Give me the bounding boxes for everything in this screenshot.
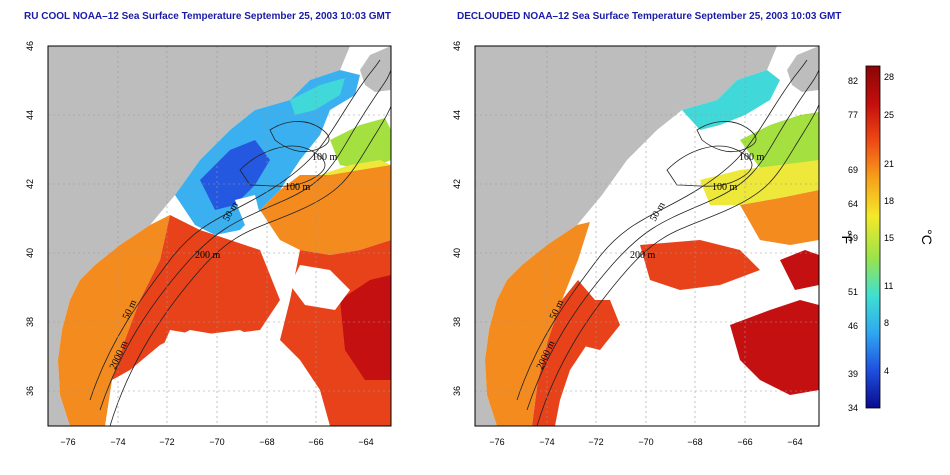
depth-label: 100 m xyxy=(712,182,738,193)
fahrenheit-tick: 64 xyxy=(848,199,858,209)
x-tick-label: −64 xyxy=(358,437,373,447)
y-axis-right: 46 44 42 40 38 36 xyxy=(452,41,462,396)
sst-map-right: 100 m 100 m 50 m 200 m 50 m 2000 m −76 −… xyxy=(452,41,820,447)
x-tick-label: −70 xyxy=(638,437,653,447)
x-axis-left: −76 −74 −72 −70 −68 −66 −64 xyxy=(60,437,373,447)
x-tick-label: −66 xyxy=(737,437,752,447)
celsius-tick: 25 xyxy=(884,110,894,120)
fahrenheit-tick: 77 xyxy=(848,110,858,120)
x-tick-label: −72 xyxy=(588,437,603,447)
isobath-lines xyxy=(89,59,391,426)
sst-orange-slope xyxy=(740,190,819,245)
sst-blue-patch xyxy=(200,140,270,210)
fahrenheit-tick: 51 xyxy=(848,287,858,297)
depth-label: 200 m xyxy=(195,250,221,261)
fahrenheit-tick: 39 xyxy=(848,369,858,379)
x-tick-label: −76 xyxy=(60,437,75,447)
x-tick-label: −74 xyxy=(539,437,554,447)
celsius-tick: 4 xyxy=(884,366,889,376)
land-mass xyxy=(475,46,777,426)
x-tick-label: −66 xyxy=(308,437,323,447)
celsius-tick: 18 xyxy=(884,196,894,206)
x-tick-label: −72 xyxy=(159,437,174,447)
sst-orange-slope xyxy=(260,165,391,255)
depth-label: 100 m xyxy=(739,152,765,163)
x-axis-right: −76 −74 −72 −70 −68 −66 −64 xyxy=(489,437,802,447)
y-axis-left: 46 44 42 40 38 36 xyxy=(25,41,35,396)
land-mass xyxy=(48,46,350,426)
sst-hot-core xyxy=(340,275,391,380)
land-nova-scotia xyxy=(787,46,819,92)
sst-red-shelf xyxy=(112,215,280,380)
cloud-patch-north xyxy=(235,195,260,225)
fahrenheit-tick: 69 xyxy=(848,165,858,175)
x-tick-label: −64 xyxy=(787,437,802,447)
fahrenheit-tick: 82 xyxy=(848,76,858,86)
y-tick-label: 40 xyxy=(25,248,35,258)
x-tick-label: −76 xyxy=(489,437,504,447)
y-tick-label: 36 xyxy=(25,386,35,396)
depth-label: 100 m xyxy=(312,152,338,163)
map-frame-right xyxy=(474,45,820,427)
sst-hot-patch-east xyxy=(730,300,819,395)
colorbar-unit-f: °F xyxy=(839,230,855,244)
colorbar-celsius-ticks: 28 25 21 18 15 11 8 4 xyxy=(884,72,894,376)
fahrenheit-tick: 59 xyxy=(848,233,858,243)
y-tick-label: 38 xyxy=(452,317,462,327)
map-title-left: RU COOL NOAA–12 Sea Surface Temperature … xyxy=(24,11,391,22)
map-title-right: DECLOUDED NOAA–12 Sea Surface Temperatur… xyxy=(457,11,842,22)
y-tick-label: 38 xyxy=(25,317,35,327)
colorbar-unit-c: °C xyxy=(919,229,935,245)
isobath-lines xyxy=(516,59,819,426)
y-tick-label: 40 xyxy=(452,248,462,258)
x-tick-label: −68 xyxy=(687,437,702,447)
y-tick-label: 46 xyxy=(25,41,35,51)
x-tick-label: −70 xyxy=(209,437,224,447)
colorbar-gradient xyxy=(865,65,881,409)
y-tick-label: 46 xyxy=(452,41,462,51)
celsius-tick: 15 xyxy=(884,233,894,243)
depth-label: 100 m xyxy=(285,182,311,193)
sst-warm-coastal xyxy=(485,222,590,426)
colorbar-fahrenheit-ticks: 82 77 69 64 59 51 46 39 34 xyxy=(848,76,858,413)
x-tick-label: −74 xyxy=(110,437,125,447)
colorbar: 82 77 69 64 59 51 46 39 34 28 25 21 18 1… xyxy=(839,65,935,413)
sst-red-patch-south xyxy=(575,300,620,350)
depth-label: 200 m xyxy=(630,250,656,261)
sst-red-patch-mid xyxy=(640,240,760,290)
sst-green-patch xyxy=(330,118,391,170)
sst-yellow-band xyxy=(700,160,819,205)
y-tick-label: 44 xyxy=(452,110,462,120)
fahrenheit-tick: 46 xyxy=(848,321,858,331)
y-tick-label: 36 xyxy=(452,386,462,396)
sst-hot-patch-north xyxy=(780,250,819,290)
x-tick-label: −68 xyxy=(259,437,274,447)
map-frame-left xyxy=(47,45,392,427)
land-nova-scotia xyxy=(360,46,391,92)
y-tick-label: 42 xyxy=(25,179,35,189)
cloud-patch-center xyxy=(155,330,285,426)
grid-lines xyxy=(475,46,819,426)
fahrenheit-tick: 34 xyxy=(848,403,858,413)
y-tick-label: 44 xyxy=(25,110,35,120)
celsius-tick: 11 xyxy=(884,281,893,291)
celsius-tick: 21 xyxy=(884,159,894,169)
sst-green-band xyxy=(740,112,819,170)
cloud-patch-east xyxy=(290,265,350,310)
celsius-tick: 8 xyxy=(884,318,889,328)
celsius-tick: 28 xyxy=(884,72,894,82)
sst-map-left: 100 m 100 m 50 m 200 m 50 m 2000 m −76 −… xyxy=(25,41,392,447)
y-tick-label: 42 xyxy=(452,179,462,189)
sst-warm-coastal xyxy=(58,215,170,426)
grid-lines xyxy=(48,46,391,426)
sst-cyan-patch xyxy=(290,78,345,115)
